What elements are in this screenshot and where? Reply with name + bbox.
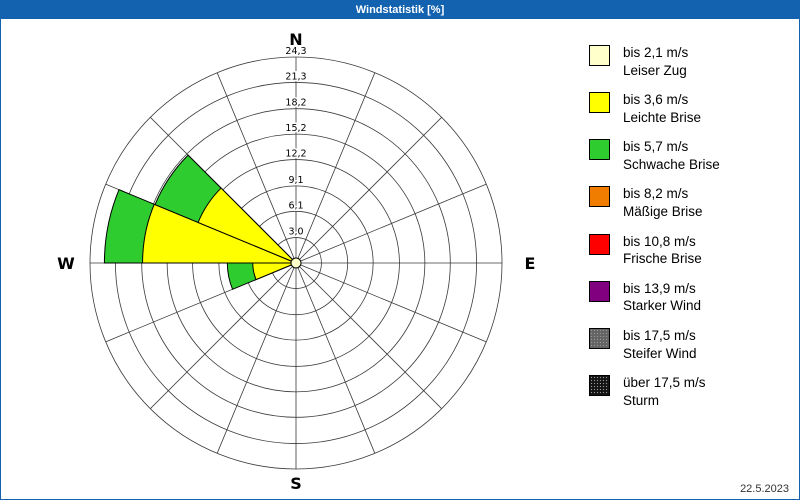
legend-item: bis 3,6 m/s Leichte Brise xyxy=(589,92,789,127)
grid-spoke xyxy=(295,262,376,454)
legend-swatch xyxy=(589,45,610,66)
radial-axis-label: 18,2 xyxy=(285,98,306,109)
grid-spoke xyxy=(295,262,487,343)
legend-swatch xyxy=(589,374,610,396)
title-bar: Windstatistik [%] xyxy=(1,1,799,19)
legend-swatch xyxy=(589,92,610,114)
legend-speed-range: bis 13,9 m/s xyxy=(623,280,696,296)
legend-speed-range: über 17,5 m/s xyxy=(623,374,706,390)
legend-label: bis 8,2 m/s Mäßige Brise xyxy=(623,185,703,221)
legend-label: über 17,5 m/s Sturm xyxy=(623,374,706,410)
legend-class-name: Starker Wind xyxy=(623,298,702,314)
legend-item: bis 8,2 m/s Mäßige Brise xyxy=(589,186,789,221)
grid-spoke xyxy=(216,262,297,454)
legend-item: bis 5,7 m/s Schwache Brise xyxy=(589,139,789,174)
compass-label-north: N xyxy=(289,30,302,49)
radial-axis-label: 9,1 xyxy=(288,175,303,186)
legend-class-name: Schwache Brise xyxy=(623,157,720,173)
legend-class-name: Frische Brise xyxy=(623,251,702,267)
wind-petal-segment xyxy=(197,187,297,264)
legend-label: bis 2,1 m/s Leiser Zug xyxy=(623,44,688,80)
legend: bis 2,1 m/s Leiser Zug bis 3,6 m/s Leichte … xyxy=(589,45,789,422)
legend-swatch xyxy=(589,186,610,208)
legend-swatch xyxy=(589,327,610,349)
wind-petal-segment xyxy=(142,203,297,264)
legend-label: bis 3,6 m/s Leichte Brise xyxy=(623,91,701,127)
grid-spoke xyxy=(295,183,487,264)
wind-rose-chart: 3,0 6,1 9,1 12,2 15,2 18,2 21,3 24,3 N S W E bis 2,… xyxy=(1,19,799,499)
radial-axis-label: 12,2 xyxy=(285,149,306,160)
radial-axis-label: 15,2 xyxy=(285,123,306,134)
compass-label-east: E xyxy=(525,254,536,273)
compass-label-west: W xyxy=(57,254,75,273)
legend-label: bis 10,8 m/s Frische Brise xyxy=(623,233,702,269)
legend-swatch xyxy=(589,280,610,302)
wind-rose-svg: 3,0 6,1 9,1 12,2 15,2 18,2 21,3 24,3N S W E xyxy=(57,30,536,493)
grid-spoke xyxy=(295,262,442,409)
radial-axis-label: 6,1 xyxy=(288,200,303,211)
legend-label: bis 13,9 m/s Starker Wind xyxy=(623,280,701,316)
date-label: 22.5.2023 xyxy=(740,483,789,495)
legend-swatch xyxy=(589,139,610,161)
legend-item: bis 17,5 m/s Steifer Wind xyxy=(589,327,789,363)
legend-class-name: Sturm xyxy=(623,392,660,408)
legend-speed-range: bis 8,2 m/s xyxy=(623,186,689,202)
legend-class-name: Mäßige Brise xyxy=(623,204,703,220)
radial-axis-label: 3,0 xyxy=(288,227,303,238)
grid-spoke xyxy=(295,117,442,264)
legend-speed-range: bis 5,7 m/s xyxy=(623,139,689,155)
legend-speed-range: bis 17,5 m/s xyxy=(623,327,696,343)
radial-axis-label: 21,3 xyxy=(285,71,306,82)
legend-item: bis 13,9 m/s Starker Wind xyxy=(589,280,789,316)
compass-label-south: S xyxy=(290,474,302,493)
legend-speed-range: bis 10,8 m/s xyxy=(623,233,696,249)
legend-class-name: Steifer Wind xyxy=(623,345,697,361)
legend-item: bis 10,8 m/s Frische Brise xyxy=(589,233,789,269)
legend-item: bis 2,1 m/s Leiser Zug xyxy=(589,45,789,80)
legend-item: über 17,5 m/s Sturm xyxy=(589,374,789,410)
window-title: Windstatistik [%] xyxy=(355,4,445,16)
legend-swatch xyxy=(589,233,610,255)
legend-speed-range: bis 3,6 m/s xyxy=(623,92,689,108)
legend-label: bis 17,5 m/s Steifer Wind xyxy=(623,327,697,363)
grid-spoke xyxy=(216,72,297,264)
grid-spoke xyxy=(150,262,297,409)
wind-petal-segment xyxy=(252,262,297,281)
legend-class-name: Leiser Zug xyxy=(623,62,687,78)
legend-class-name: Leichte Brise xyxy=(623,109,702,125)
grid-spoke xyxy=(295,72,376,264)
legend-speed-range: bis 2,1 m/s xyxy=(623,45,689,60)
radial-axis-label: 24,3 xyxy=(285,46,306,57)
calm-center xyxy=(290,257,302,269)
legend-label: bis 5,7 m/s Schwache Brise xyxy=(623,138,720,174)
